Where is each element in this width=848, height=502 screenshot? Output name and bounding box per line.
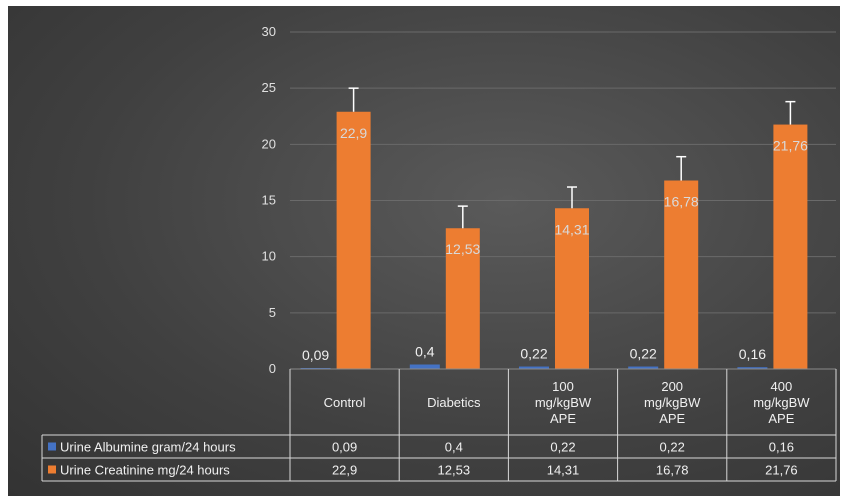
bar-creatinine [664, 180, 699, 369]
table-value: 0,16 [769, 440, 794, 455]
table-value: 14,31 [547, 463, 580, 478]
table-value: 21,76 [765, 463, 798, 478]
legend-label: Urine Albumine gram/24 hours [60, 440, 236, 455]
y-tick-label: 5 [269, 305, 276, 320]
y-tick-label: 25 [262, 80, 276, 95]
y-tick-label: 15 [262, 193, 276, 208]
legend-label: Urine Creatinine mg/24 hours [60, 463, 230, 478]
table-value: 0,22 [550, 440, 575, 455]
bar-albumine [519, 366, 549, 369]
chart-svg: 0 5 10 15 20 25 30 0,09 22,9 0,4 12,53 0,22 14,31 0,2… [41, 24, 837, 482]
bar-albumine [737, 367, 768, 369]
data-label-creatinine: 21,76 [773, 138, 808, 154]
data-label-albumine: 0,4 [415, 344, 435, 360]
y-tick-label: 20 [262, 136, 276, 151]
table-value: 22,9 [332, 463, 357, 478]
table-value: 12,53 [438, 463, 471, 478]
category-label: APE [550, 411, 576, 426]
data-label-creatinine: 12,53 [445, 241, 480, 257]
data-label-albumine: 0,22 [520, 346, 547, 362]
category-label: APE [768, 411, 794, 426]
category-label: 200 [661, 379, 683, 394]
bar-albumine [409, 364, 440, 369]
chart-frame: 0 5 10 15 20 25 30 0,09 22,9 0,4 12,53 0,22 14,31 0,2… [8, 6, 840, 496]
category-label: mg/kgBW [753, 395, 810, 410]
bar-creatinine [336, 111, 371, 370]
legend-swatch [48, 465, 56, 474]
bar-albumine [628, 366, 659, 369]
category-label: Control [324, 395, 366, 410]
category-label: APE [659, 411, 685, 426]
bar-creatinine [773, 124, 808, 369]
category-label: mg/kgBW [535, 395, 592, 410]
y-tick-label: 0 [269, 361, 276, 376]
category-label: mg/kgBW [644, 395, 701, 410]
bar-creatinine [555, 208, 589, 369]
y-tick-label: 10 [262, 249, 276, 264]
data-label-albumine: 0,09 [302, 347, 329, 363]
category-label: 400 [771, 379, 793, 394]
data-label-albumine: 0,22 [630, 346, 657, 362]
data-label-creatinine: 16,78 [664, 194, 699, 210]
category-label: Diabetics [427, 395, 481, 410]
bar-creatinine [445, 228, 480, 369]
table-value: 16,78 [656, 463, 689, 478]
table-value: 0,09 [332, 440, 357, 455]
legend-swatch [48, 442, 56, 451]
category-label: 100 [552, 379, 574, 394]
data-label-creatinine: 22,9 [340, 125, 367, 141]
data-label-creatinine: 14,31 [554, 221, 589, 237]
data-label-albumine: 0,16 [739, 346, 766, 362]
table-value: 0,4 [445, 440, 463, 455]
table-value: 0,22 [660, 440, 685, 455]
bar-albumine [300, 367, 331, 369]
y-tick-label: 30 [262, 24, 276, 39]
